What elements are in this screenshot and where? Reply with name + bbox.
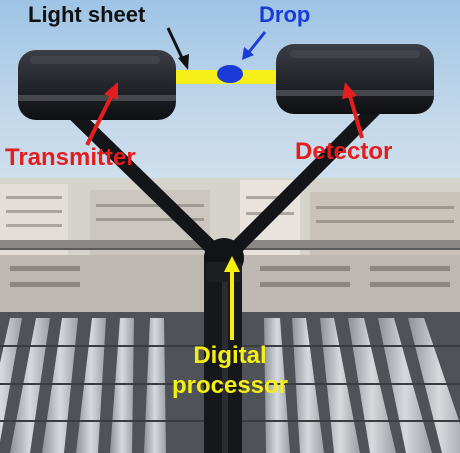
detector-arrow [342,82,364,139]
transmitter-arrow [85,82,118,146]
city-buildings [0,178,460,268]
left-arm [63,103,229,265]
transmitter-label: Transmitter [5,144,136,171]
digital-processor-label-line1: Digital [193,342,267,369]
drop-marker [217,65,243,83]
processor-arrow [224,256,240,340]
light-sheet-arrow [166,27,189,70]
right-arm [219,97,387,265]
detector-label: Detector [295,138,393,165]
digital-processor-label-line2: processor [171,372,289,399]
drop-label: Drop [259,2,311,27]
light-sheet-label: Light sheet [28,2,146,27]
facade-windows [10,266,450,287]
drop-arrow [242,31,267,60]
sensor-mount [63,97,387,453]
transmitter-housing [18,50,176,120]
detector-housing [276,44,434,114]
